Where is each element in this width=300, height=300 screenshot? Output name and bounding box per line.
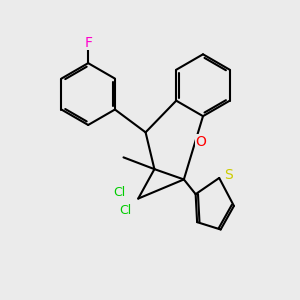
Text: Cl: Cl	[113, 186, 125, 199]
Text: S: S	[224, 168, 233, 182]
Text: Cl: Cl	[119, 205, 131, 218]
Text: F: F	[84, 35, 92, 50]
Text: O: O	[195, 135, 206, 149]
